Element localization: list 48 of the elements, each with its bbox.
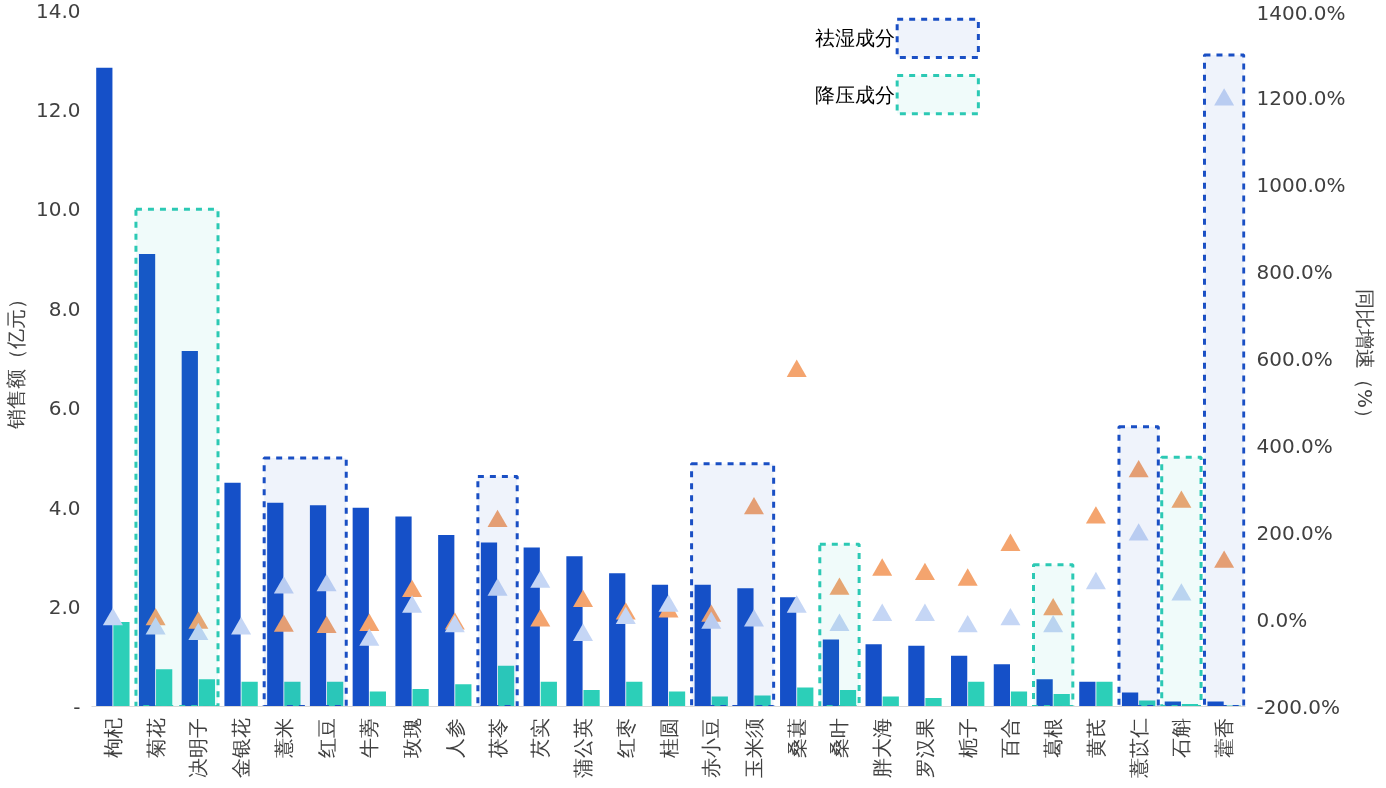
x-tick-label: 玫瑰 xyxy=(400,717,425,758)
x-tick-label: 藿香 xyxy=(1212,717,1237,758)
y-tick-label: 12.0 xyxy=(35,97,81,122)
x-tick-label: 枸杞 xyxy=(100,717,125,758)
y2-tick-label: -200.0% xyxy=(1256,694,1340,719)
x-tick-label: 金银花 xyxy=(229,717,254,778)
y-tick-label: 8.0 xyxy=(48,296,81,321)
y-axis-title: 销售额（亿元） xyxy=(3,288,28,430)
x-tick-label: 决明子 xyxy=(186,717,211,778)
legend-label: 祛湿成分 xyxy=(815,26,896,51)
x-tick-label: 赤小豆 xyxy=(699,717,724,778)
x-tick-label: 栀子 xyxy=(955,717,980,758)
x-tick-label: 茯苓 xyxy=(485,717,510,758)
x-tick-label: 菊花 xyxy=(143,717,168,758)
x-tick-label: 葛根 xyxy=(1041,717,1066,758)
y2-tick-label: 400.0% xyxy=(1256,433,1333,458)
x-tick-label: 芡实 xyxy=(528,717,553,758)
y2-tick-label: 200.0% xyxy=(1256,520,1333,545)
y2-tick-label: 1400.0% xyxy=(1256,0,1346,25)
x-tick-label: 人参 xyxy=(442,717,467,758)
x-tick-label: 薏米 xyxy=(271,717,296,758)
x-tick-label: 胖大海 xyxy=(870,717,895,778)
x-tick-label: 红豆 xyxy=(314,717,339,758)
y-tick-label: 4.0 xyxy=(48,495,81,520)
x-tick-label: 石斛 xyxy=(1169,717,1194,758)
y2-tick-label: 600.0% xyxy=(1256,346,1333,371)
y2-tick-label: 800.0% xyxy=(1256,259,1333,284)
legend-label: 降压成分 xyxy=(815,82,896,107)
x-tick-label: 玉米须 xyxy=(741,717,766,778)
x-tick-label: 蒲公英 xyxy=(571,717,596,778)
y2-tick-label: 1200.0% xyxy=(1256,85,1346,110)
x-tick-label: 桑葚 xyxy=(784,717,809,758)
x-tick-label: 桑叶 xyxy=(827,717,852,758)
y-tick-label: 10.0 xyxy=(35,197,81,222)
x-tick-label: 罗汉果 xyxy=(912,717,937,778)
y-tick-label: 14.0 xyxy=(35,0,81,23)
y-tick-label: - xyxy=(73,694,81,719)
y-tick-label: 2.0 xyxy=(48,595,81,620)
y2-tick-label: 1000.0% xyxy=(1256,172,1346,197)
y-tick-label: 6.0 xyxy=(48,396,81,421)
y2-tick-label: 0.0% xyxy=(1256,607,1308,632)
x-tick-label: 桂圆 xyxy=(656,717,681,759)
x-tick-label: 红枣 xyxy=(613,717,638,758)
x-tick-label: 百合 xyxy=(998,717,1023,758)
y2-axis-title: 同比增速（%） xyxy=(1353,289,1378,429)
x-tick-label: 牛蒡 xyxy=(357,717,382,758)
x-tick-label: 黄芪 xyxy=(1083,717,1108,758)
x-tick-label: 薏苡仁 xyxy=(1126,717,1151,778)
